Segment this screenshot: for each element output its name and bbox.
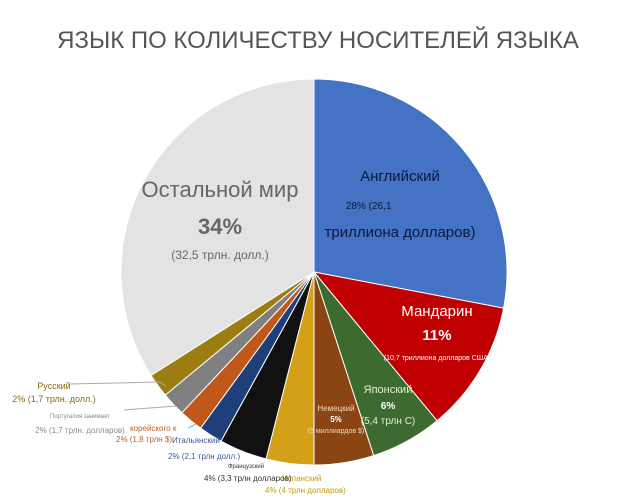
- slice-label-mandarin-line-1: Мандарин: [401, 303, 472, 320]
- slice-label-italian-line-2: 2% (2,1 трлн долл.): [168, 452, 240, 461]
- slice-label-russian: Русский 2% (1,7 трлн. долл.): [12, 381, 96, 404]
- slice-label-mandarin: Мандарин 11% (10,7 триллиона долларов США): [384, 303, 490, 362]
- slice-label-japanese-line-3: (5,4 трлн С): [361, 416, 416, 427]
- slice-label-spanish: Испанский 4% (4 трлн долларов): [265, 474, 346, 495]
- slice-label-french: Французский 4% (3,3 трлн долларов): [204, 463, 292, 483]
- slice-label-german-line-1: Немецкий: [317, 404, 354, 413]
- slice-label-rest-line-2: 34%: [198, 214, 242, 239]
- slice-label-italian-line-1: Итальянский: [172, 436, 220, 445]
- slice-label-korean-line-2: 2% (1,8 трлн $): [116, 435, 172, 444]
- pie-slice-rest: [120, 78, 315, 377]
- leader-lines: [69, 381, 197, 429]
- slice-label-russian-line-1: Русский: [37, 381, 70, 391]
- slice-label-russian-line-2: 2% (1,7 трлн. долл.): [12, 394, 96, 404]
- chart-title: ЯЗЫК ПО КОЛИЧЕСТВУ НОСИТЕЛЕЙ ЯЗЫКА: [57, 26, 579, 54]
- slice-label-mandarin-line-2: 11%: [422, 327, 451, 344]
- slice-label-english-line-2: 28% (26,1: [346, 201, 394, 212]
- slice-label-japanese-line-1: Японский: [364, 384, 413, 396]
- slices-group: [120, 78, 508, 466]
- slice-label-rest-line-1: Остальной мир: [142, 177, 299, 202]
- slice-label-korean-line-1: корейского к: [130, 424, 177, 433]
- slice-label-german-line-2: 5%: [330, 415, 342, 424]
- slice-label-french-line-1: Французский: [228, 463, 264, 470]
- slice-label-mandarin-line-3: (10,7 триллиона долларов США): [384, 355, 490, 362]
- slice-label-french-line-2: 4% (3,3 трлн долларов): [204, 474, 292, 483]
- leader-line-korean: [187, 423, 197, 429]
- slice-label-rest: Остальной мир 34% (32,5 трлн. долл.): [142, 177, 299, 262]
- pie-slice-mandarin: [312, 271, 505, 422]
- leader-line-russian: [69, 381, 167, 387]
- slice-label-english: Английский 28% (26,1 триллиона долларов): [325, 168, 476, 241]
- slice-label-portuguese-line-1: Португалия занимает: [50, 414, 110, 420]
- slice-label-spanish-line-2: 4% (4 трлн долларов): [265, 486, 346, 495]
- slice-label-rest-line-3: (32,5 трлн. долл.): [171, 248, 269, 262]
- leader-line-portuguese: [123, 405, 177, 411]
- slice-labels: Английский 28% (26,1 триллиона долларов) М…: [12, 168, 490, 495]
- pie-slice-english: [313, 78, 508, 309]
- slice-label-german-line-3: (5 миллиардов $): [308, 428, 364, 435]
- slice-label-italian: Итальянский 2% (2,1 трлн долл.): [168, 436, 240, 461]
- slice-label-german: Немецкий 5% (5 миллиардов $): [308, 404, 364, 435]
- slice-label-japanese: Японский 6% (5,4 трлн С): [361, 384, 416, 427]
- slice-label-portuguese-line-2: 2% (1,7 трлн. долларов): [35, 426, 125, 435]
- slice-label-korean: корейского к 2% (1,8 трлн $): [116, 424, 177, 444]
- slice-label-english-line-1: Английский: [360, 168, 440, 185]
- slice-label-english-line-3: триллиона долларов): [325, 224, 476, 241]
- slice-label-spanish-line-1: Испанский: [282, 474, 321, 483]
- slice-label-portuguese: Португалия занимает 2% (1,7 трлн. долларо…: [35, 414, 125, 435]
- slice-label-japanese-line-2: 6%: [381, 401, 396, 412]
